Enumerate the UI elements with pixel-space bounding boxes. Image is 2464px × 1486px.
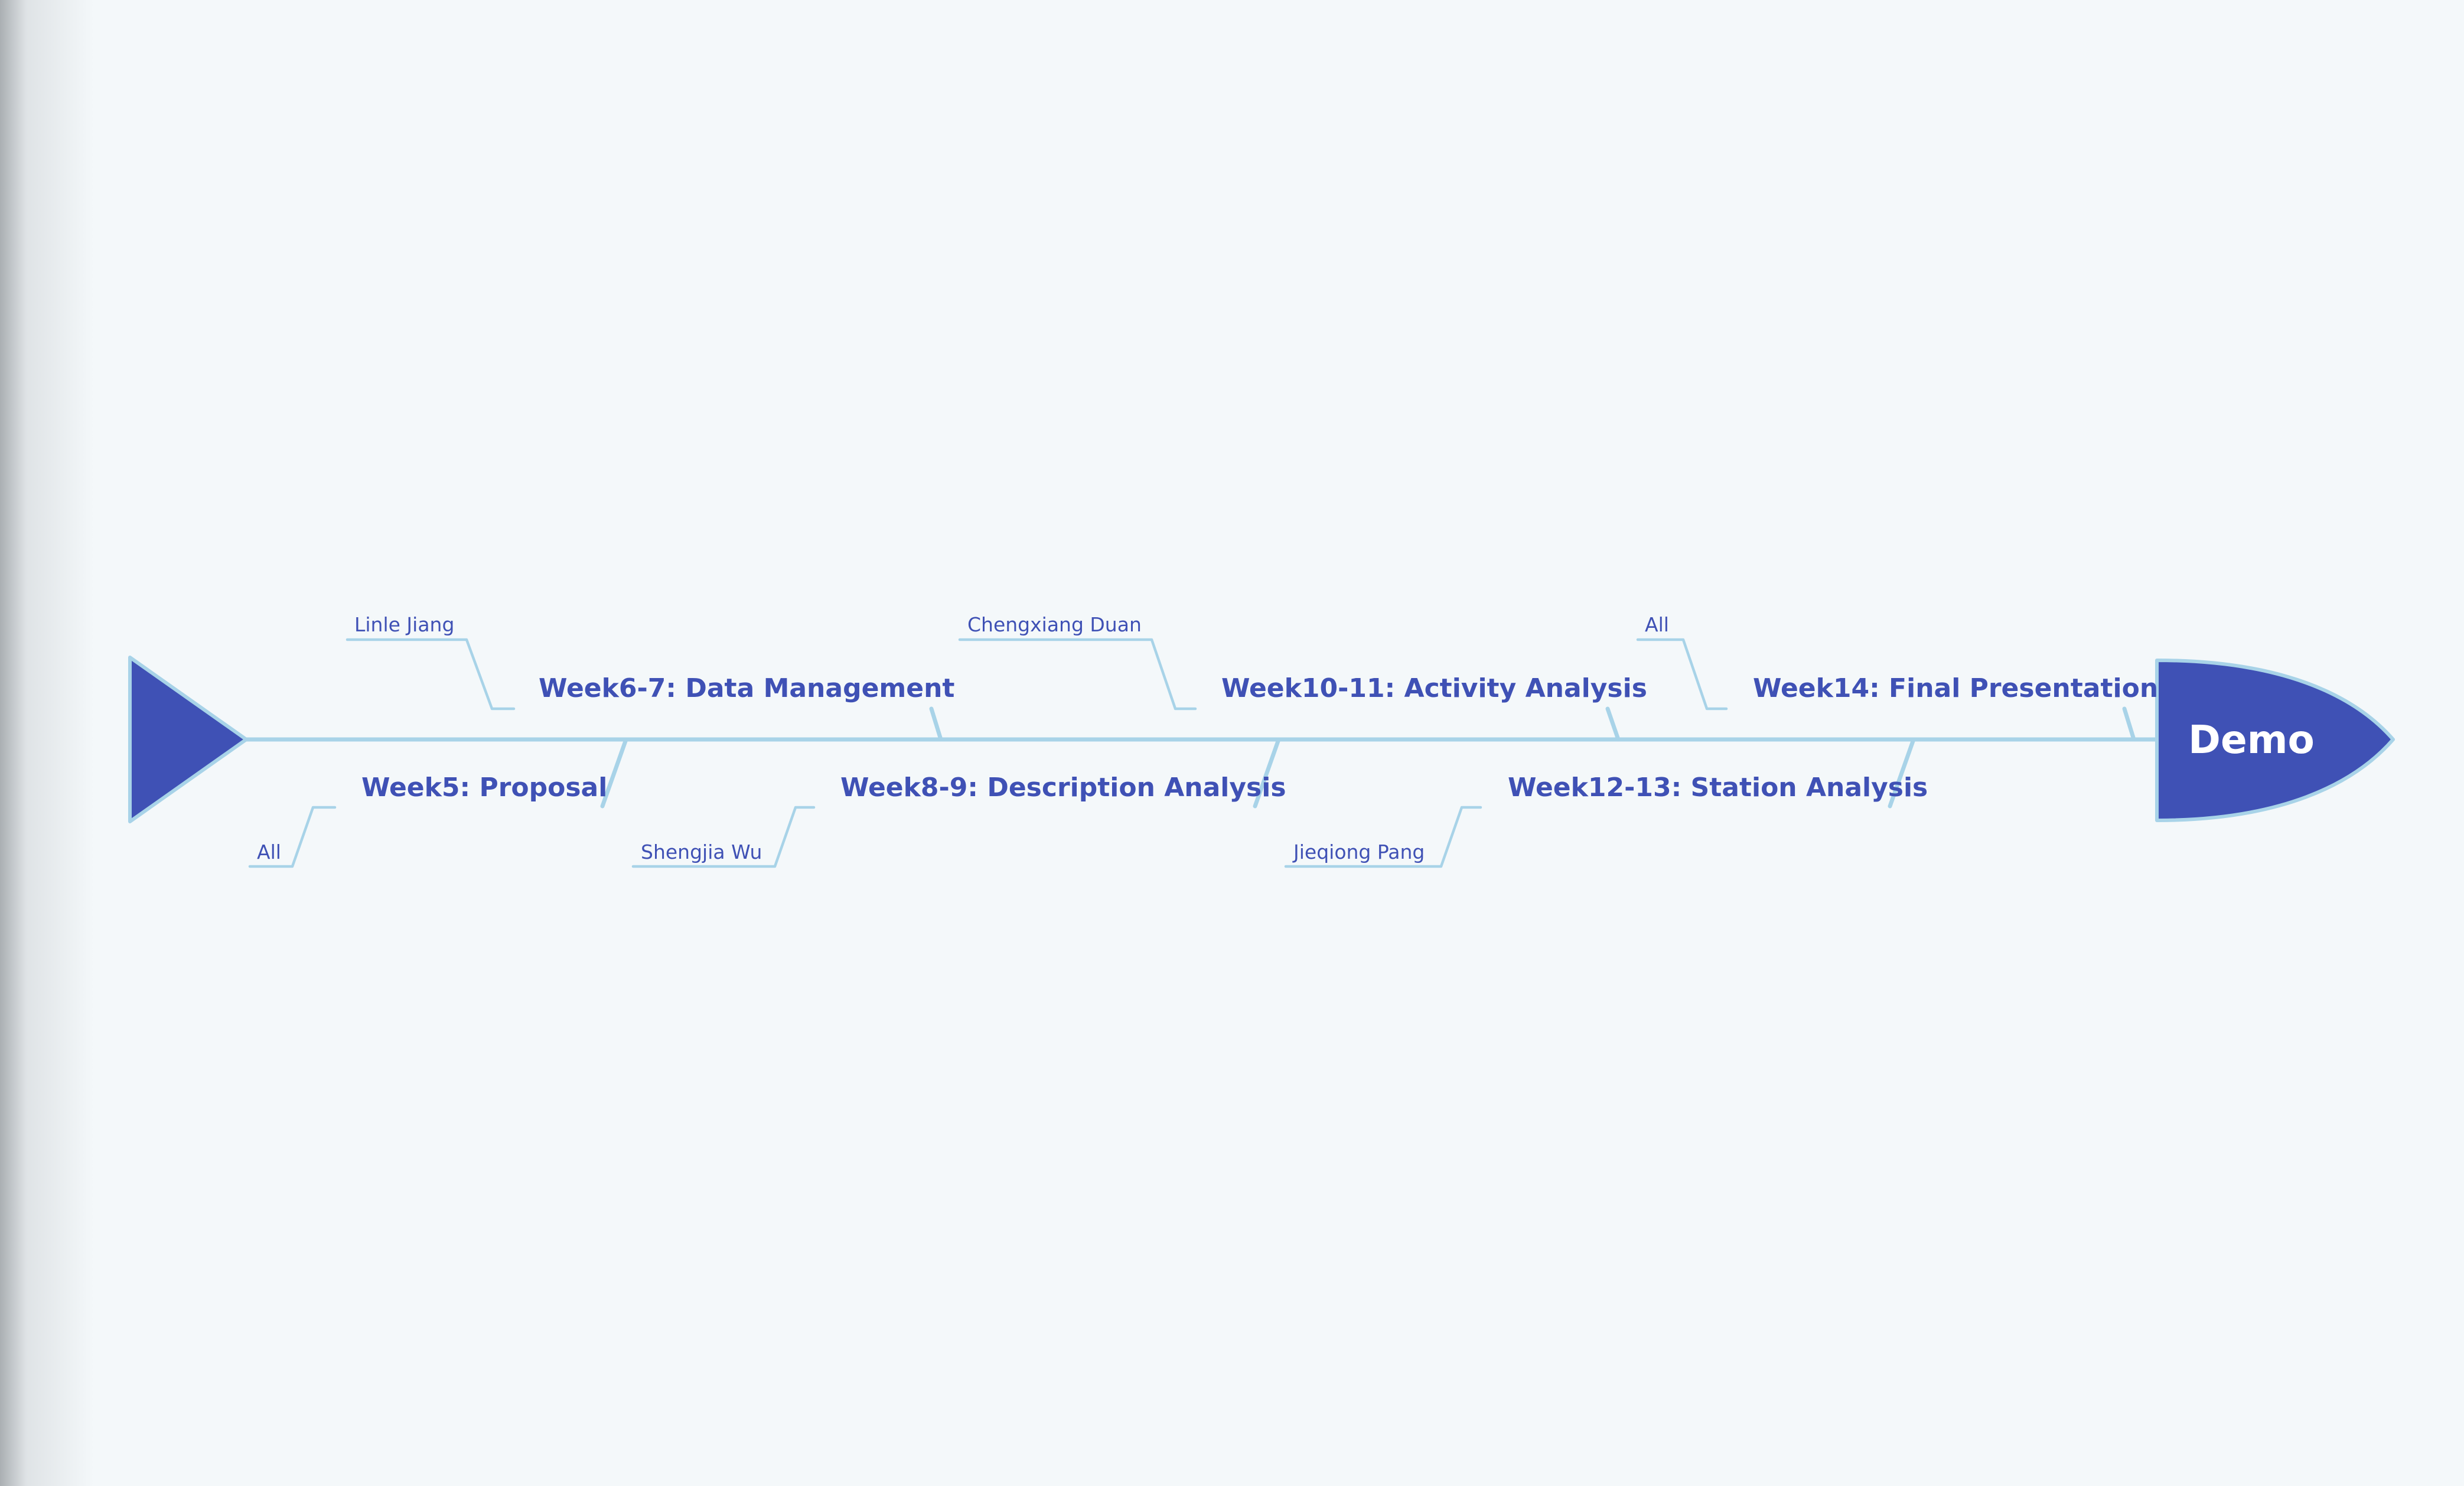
top-branch-1-topic[interactable]: Week6-7: Data Management — [539, 673, 954, 703]
head-label: Demo — [2188, 717, 2315, 762]
top-branch-2-person-connector — [958, 638, 1197, 711]
bottom-branch-2-bone — [1253, 737, 1281, 809]
left-edge-shadow — [0, 0, 94, 1486]
top-branch-3-topic[interactable]: Week14: Final Presentation — [1753, 673, 2158, 703]
bottom-branch-1-person[interactable]: All — [257, 840, 281, 863]
head-shape[interactable] — [2155, 659, 2395, 822]
top-branch-3-person[interactable]: All — [1645, 613, 1669, 636]
bottom-branch-3[interactable]: Week12-13: Station Analysis Jieqiong Pan… — [1284, 737, 1928, 868]
top-branch-1-bone — [929, 706, 943, 742]
bottom-branch-1-bone — [600, 737, 628, 809]
top-branch-3-bone — [2122, 706, 2136, 742]
bottom-branch-2-person-connector — [631, 806, 816, 868]
top-branch-1-person[interactable]: Linle Jiang — [354, 613, 454, 636]
bottom-branch-1[interactable]: Week5: Proposal All — [248, 737, 628, 868]
top-branch-2-person[interactable]: Chengxiang Duan — [967, 613, 1142, 636]
bottom-branch-1-person-connector — [248, 806, 337, 868]
bottom-branch-3-person-connector — [1284, 806, 1482, 868]
top-branch-2-topic[interactable]: Week10-11: Activity Analysis — [1221, 673, 1647, 703]
bottom-branch-3-topic[interactable]: Week12-13: Station Analysis — [1508, 773, 1928, 803]
top-branch-1-person-connector — [346, 638, 516, 711]
bottom-branch-3-person[interactable]: Jieqiong Pang — [1292, 840, 1425, 863]
bottom-branch-2-person[interactable]: Shengjia Wu — [641, 840, 762, 863]
top-branch-1[interactable]: Week6-7: Data Management Linle Jiang — [346, 613, 954, 742]
bottom-branch-2-topic[interactable]: Week8-9: Description Analysis — [840, 773, 1286, 803]
top-branch-2-bone — [1605, 706, 1621, 742]
tail-triangle[interactable] — [128, 656, 248, 823]
top-branch-2[interactable]: Week10-11: Activity Analysis Chengxiang … — [958, 613, 1647, 742]
bottom-branch-1-topic[interactable]: Week5: Proposal — [361, 773, 607, 803]
top-branch-3[interactable]: Week14: Final Presentation All — [1636, 613, 2158, 742]
bottom-branch-2[interactable]: Week8-9: Description Analysis Shengjia W… — [631, 737, 1286, 868]
top-branch-3-person-connector — [1636, 638, 1728, 711]
bottom-branch-3-bone — [1888, 737, 1916, 809]
